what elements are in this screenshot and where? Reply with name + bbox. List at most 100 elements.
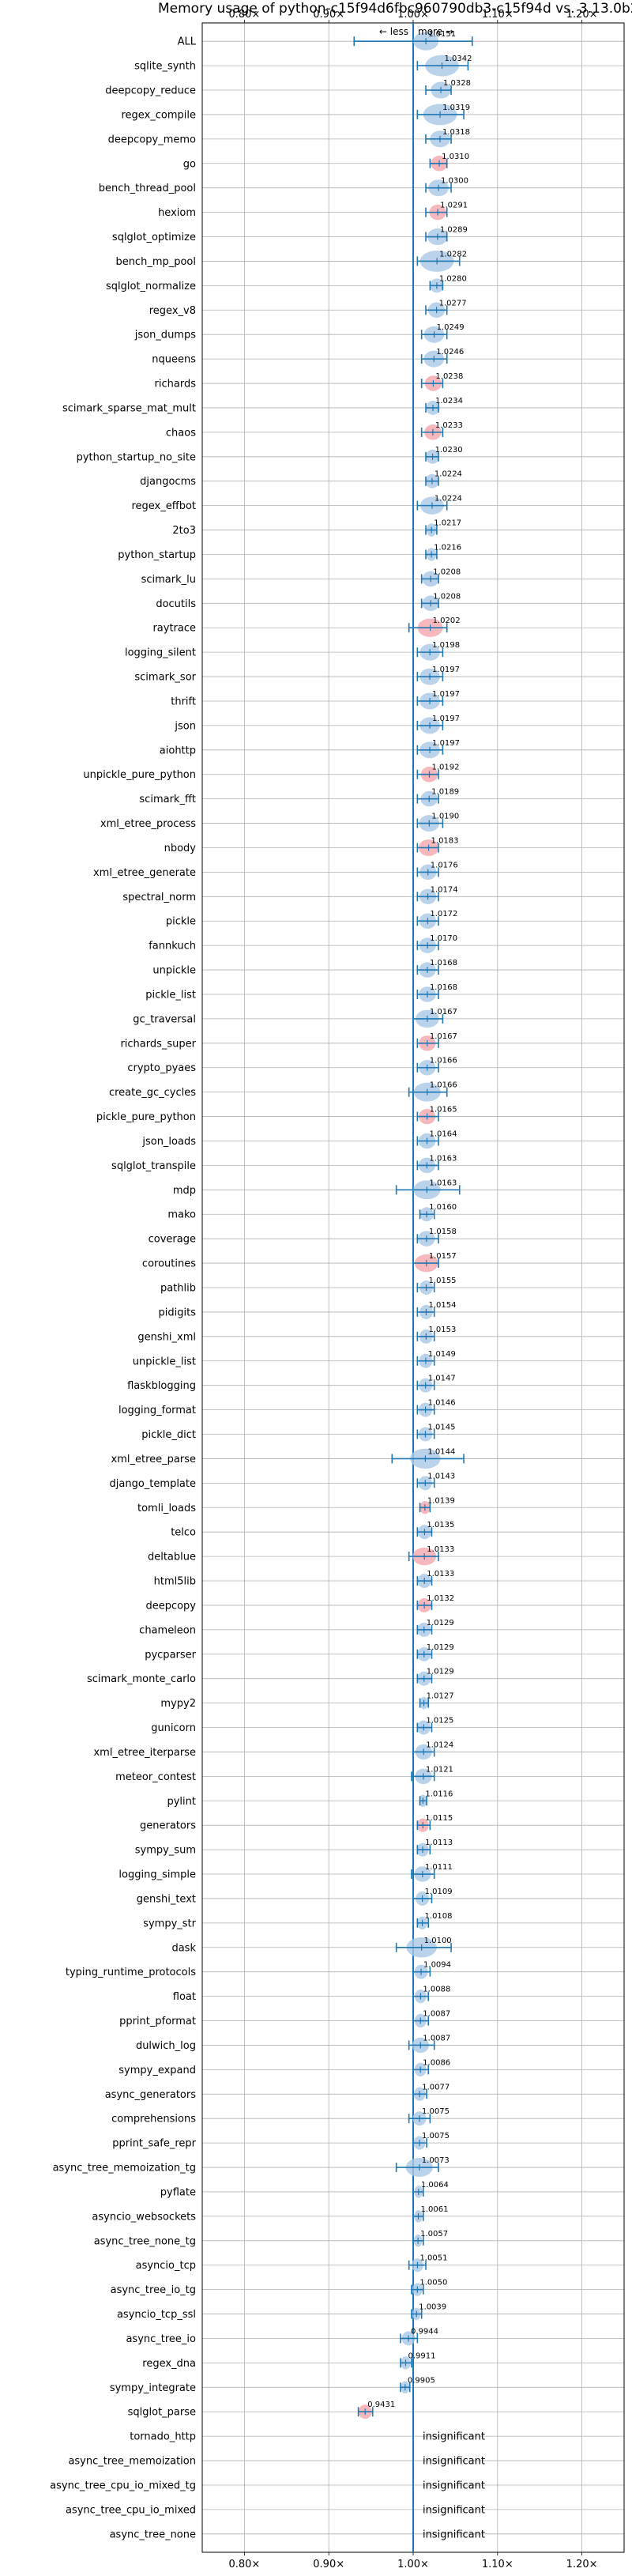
value-label: 1.0151: [428, 30, 456, 39]
benchmark-label: xml_etree_process: [100, 818, 196, 830]
value-label: 1.0166: [430, 1057, 457, 1065]
value-label: 1.0224: [434, 470, 462, 479]
value-label: 1.0176: [431, 861, 458, 869]
benchmark-label: aiohttp: [160, 745, 196, 756]
benchmark-label: deepcopy: [145, 1600, 196, 1612]
benchmark-label: go: [183, 158, 196, 170]
value-label: 1.0189: [431, 788, 459, 797]
benchmark-label: create_gc_cycles: [109, 1087, 196, 1099]
value-label: 1.0124: [426, 1741, 453, 1749]
value-label: 1.0133: [427, 1570, 454, 1578]
benchmark-label: deepcopy_memo: [108, 134, 196, 145]
benchmark-label: dulwich_log: [136, 2040, 196, 2052]
x-tick-label-bottom: 1.00×: [397, 2559, 429, 2570]
value-label: 1.0129: [427, 1668, 454, 1676]
benchmark-label: scimark_sparse_mat_mult: [62, 402, 196, 414]
benchmark-label: richards: [155, 379, 197, 390]
labels: 0.80× 0.80× 0.90× 0.90× 1.00× 1.00× 1.10× 1.10×…: [50, 9, 597, 2570]
value-label: 1.0139: [427, 1496, 455, 1505]
insignificant-label: insignificant: [423, 2504, 485, 2516]
value-label: 1.0075: [422, 2132, 450, 2140]
benchmark-label: crypto_pyaes: [127, 1062, 196, 1074]
benchmark-label: async_tree_cpu_io_mixed: [66, 2504, 196, 2516]
value-label: 0.9911: [408, 2352, 435, 2360]
benchmark-label: sqlglot_optimize: [112, 232, 196, 243]
value-label: 1.0289: [440, 226, 468, 235]
value-label: 1.0133: [427, 1545, 454, 1554]
value-label: 1.0342: [445, 55, 472, 63]
value-label: 1.0208: [433, 568, 461, 576]
benchmark-label: sympy_str: [143, 1918, 196, 1929]
benchmark-label: asyncio_websockets: [92, 2211, 196, 2223]
benchmark-label: sqlglot_transpile: [111, 1160, 196, 1172]
benchmark-label: pickle_pure_python: [96, 1111, 196, 1123]
value-label: 1.0086: [423, 2058, 450, 2067]
value-label: 1.0291: [440, 202, 468, 210]
benchmark-label: 2to3: [172, 525, 196, 537]
value-label: 1.0208: [433, 592, 461, 601]
value-label: 1.0111: [425, 1863, 453, 1872]
value-label: 1.0164: [430, 1130, 457, 1138]
value-label: 1.0087: [423, 2010, 450, 2019]
value-label: 1.0167: [430, 1008, 457, 1016]
value-label: 1.0167: [430, 1032, 457, 1041]
value-label: 1.0113: [425, 1839, 453, 1847]
x-tick-label-bottom: 0.90×: [313, 2559, 344, 2570]
insignificant-label: insignificant: [423, 2431, 485, 2443]
value-label: 1.0300: [441, 177, 468, 186]
benchmark-label: pathlib: [160, 1283, 196, 1295]
value-label: 1.0057: [420, 2230, 448, 2238]
value-label: 1.0050: [419, 2279, 447, 2287]
value-label: 1.0202: [433, 617, 461, 625]
benchmark-label: richards_super: [120, 1038, 196, 1050]
benchmark-label: unpickle: [152, 965, 196, 977]
value-label: 1.0197: [432, 666, 460, 674]
benchmark-label: pickle: [166, 916, 196, 928]
data-marks: [353, 23, 473, 2552]
benchmark-label: logging_silent: [125, 647, 196, 659]
value-label: 1.0145: [427, 1424, 455, 1432]
value-label: 0.9905: [408, 2376, 435, 2385]
value-label: 1.0116: [425, 1790, 453, 1798]
x-tick-label-top: 0.90×: [313, 9, 344, 21]
benchmark-label: scimark_fft: [139, 794, 196, 805]
benchmark-label: async_tree_io_tg: [111, 2284, 196, 2296]
benchmark-label: async_generators: [105, 2089, 197, 2101]
benchmark-label: comprehensions: [111, 2114, 196, 2125]
value-label: 1.0157: [429, 1252, 457, 1261]
value-label: 1.0087: [423, 2034, 450, 2042]
benchmark-label: django_template: [110, 1478, 196, 1490]
value-label: 1.0238: [435, 372, 463, 381]
benchmark-label: ALL: [178, 36, 197, 48]
benchmark-label: tornado_http: [130, 2431, 196, 2443]
x-tick-label-bottom: 1.10×: [482, 2559, 514, 2570]
benchmark-label: fannkuch: [149, 941, 196, 952]
value-label: 1.0115: [425, 1814, 453, 1823]
x-tick-label-top: 1.20×: [566, 9, 598, 21]
value-label: 1.0109: [425, 1888, 453, 1896]
value-label: 1.0233: [435, 421, 463, 430]
benchmark-label: meteor_contest: [115, 1771, 196, 1783]
value-label: 1.0121: [426, 1765, 453, 1774]
value-label: 1.0146: [428, 1399, 456, 1408]
benchmark-label: mako: [167, 1209, 196, 1221]
benchmark-label: html5lib: [154, 1576, 196, 1588]
value-label: 1.0216: [434, 543, 461, 552]
benchmark-label: gc_traversal: [133, 1013, 196, 1025]
x-tick-label-bottom: 0.80×: [228, 2559, 260, 2570]
x-tick-label-bottom: 1.20×: [566, 2559, 598, 2570]
value-label: 1.0061: [421, 2205, 449, 2214]
benchmark-label: deepcopy_reduce: [105, 85, 196, 97]
insignificant-label: insignificant: [423, 2529, 485, 2540]
value-label: 1.0170: [430, 934, 457, 943]
value-label: 1.0197: [432, 690, 460, 699]
benchmark-label: async_tree_io: [126, 2333, 196, 2345]
benchmark-label: pickle_dict: [141, 1429, 196, 1441]
chart-title: Memory usage of python-c15f94d6fbc960790…: [158, 1, 632, 17]
x-tick-label-top: 1.10×: [482, 9, 514, 21]
value-label: 1.0127: [427, 1692, 454, 1701]
value-label: 1.0149: [428, 1350, 456, 1359]
benchmark-label: regex_dna: [142, 2358, 196, 2370]
benchmark-label: telco: [171, 1527, 196, 1539]
benchmark-label: async_tree_none: [110, 2529, 196, 2540]
